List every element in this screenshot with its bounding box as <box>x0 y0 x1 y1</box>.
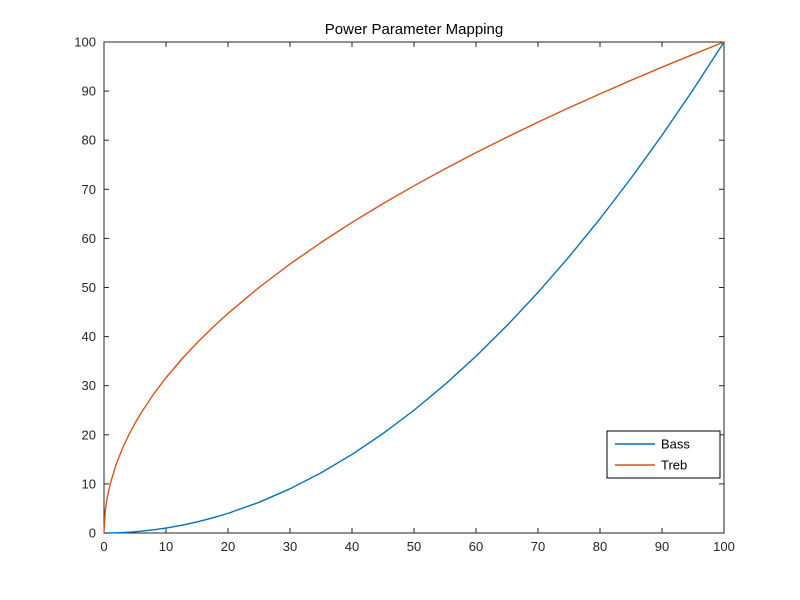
series-layer <box>103 41 725 534</box>
y-tick-label: 80 <box>82 133 96 148</box>
y-tick-label: 40 <box>82 329 96 344</box>
legend: Bass Treb <box>606 430 721 479</box>
y-tick-label: 20 <box>82 427 96 442</box>
legend-box <box>606 430 721 479</box>
x-tick-label: 20 <box>221 539 235 554</box>
y-tick-label: 10 <box>82 476 96 491</box>
chart-title: Power Parameter Mapping <box>325 21 503 38</box>
y-tick-label: 30 <box>82 378 96 393</box>
y-tick-label: 100 <box>74 35 96 50</box>
legend-label: Treb <box>661 458 687 473</box>
y-tick-label: 90 <box>82 84 96 99</box>
x-tick-label: 40 <box>345 539 359 554</box>
x-tick-label: 70 <box>531 539 545 554</box>
x-tick-label: 30 <box>283 539 297 554</box>
x-tick-label: 50 <box>407 539 421 554</box>
series-line-bass <box>103 41 725 534</box>
x-tick-label: 0 <box>100 539 107 554</box>
series-line-treb <box>103 41 725 534</box>
y-tick-label: 0 <box>89 526 96 541</box>
x-tick-label: 100 <box>713 539 735 554</box>
x-tick-label: 90 <box>655 539 669 554</box>
y-tick-label: 60 <box>82 231 96 246</box>
x-tick-label: 10 <box>159 539 173 554</box>
x-tick-label: 60 <box>469 539 483 554</box>
legend-label: Bass <box>661 437 690 452</box>
axes-layer: 0 10 20 30 40 50 60 70 80 90 100 0 10 20 30 40 50 60 70 80 9… <box>74 35 735 555</box>
y-tick-label: 50 <box>82 280 96 295</box>
x-tick-label: 80 <box>593 539 607 554</box>
y-tick-label: 70 <box>82 182 96 197</box>
